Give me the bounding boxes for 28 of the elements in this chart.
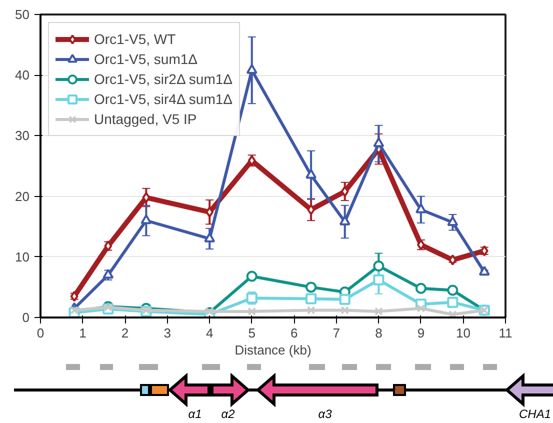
- text: α1: [188, 407, 202, 421]
- text: α2: [221, 407, 236, 421]
- x-tick-label: 10: [456, 326, 470, 340]
- x-tick-label: 1: [79, 326, 86, 340]
- x-axis-title: Distance (kb): [234, 342, 312, 358]
- text: α3: [318, 407, 332, 421]
- x-tick-label: 3: [164, 326, 171, 340]
- legend-label: Orc1-V5, sir2Δ sum1Δ: [94, 70, 233, 88]
- x-tick-label: 9: [417, 326, 425, 340]
- legend-label: Orc1-V5, sir4Δ sum1Δ: [94, 90, 233, 108]
- x-tick-label: 8: [375, 326, 382, 340]
- x-tick-label: 4: [206, 326, 214, 340]
- y-tick-label: 50: [15, 7, 30, 22]
- y-tick-label: 10: [15, 249, 30, 264]
- x-tick-label: 5: [248, 326, 256, 340]
- x-tick-label: 2: [121, 326, 129, 340]
- legend-label: Orc1-V5, sum1Δ: [94, 50, 198, 68]
- y-tick-label: 20: [15, 188, 30, 204]
- legend-label: Untagged, V5 IP: [94, 110, 197, 128]
- y-tick-label: 30: [15, 128, 30, 144]
- legend-label: Orc1-V5, WT: [94, 30, 176, 48]
- x-tick-label: 0: [36, 326, 44, 340]
- x-tick-label: 7: [332, 326, 340, 340]
- y-tick-label: 0: [22, 310, 30, 325]
- text: CHA1: [518, 407, 551, 421]
- x-tick-label: 6: [290, 326, 298, 340]
- y-tick-label: 40: [15, 68, 30, 83]
- x-tick-label: 11: [498, 326, 512, 340]
